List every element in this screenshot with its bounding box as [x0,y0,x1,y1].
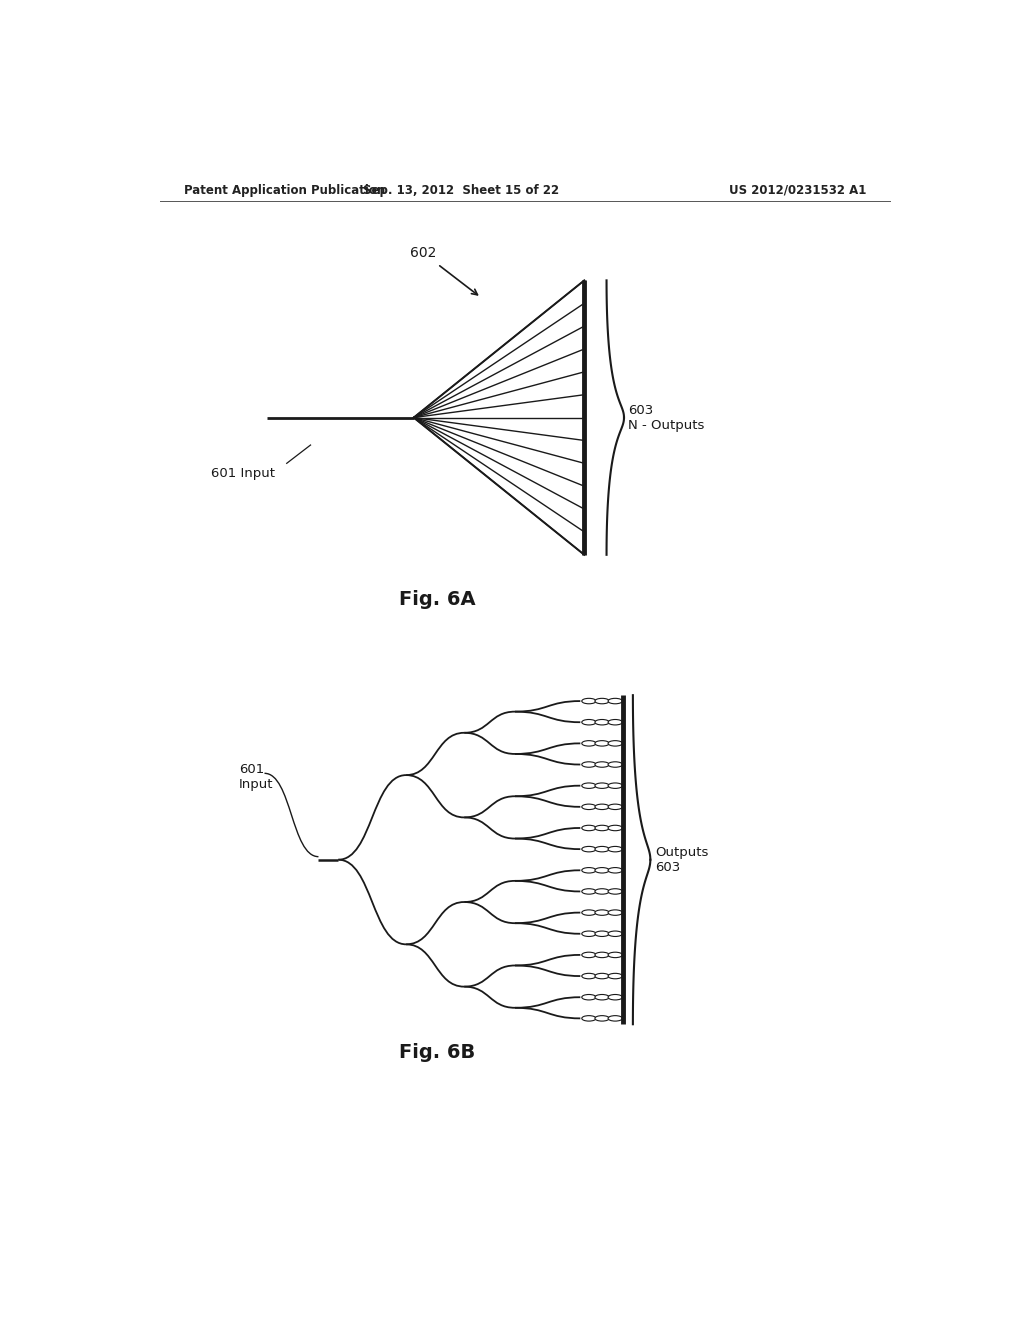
Ellipse shape [595,994,609,1001]
Ellipse shape [608,1015,623,1022]
Ellipse shape [608,846,623,851]
Text: US 2012/0231532 A1: US 2012/0231532 A1 [729,183,866,197]
Ellipse shape [595,846,609,851]
Text: Outputs
603: Outputs 603 [655,846,709,874]
Ellipse shape [582,909,596,915]
Ellipse shape [582,973,596,979]
Ellipse shape [582,741,596,746]
Text: 602: 602 [410,246,436,260]
Ellipse shape [595,825,609,830]
Ellipse shape [595,867,609,873]
Ellipse shape [608,719,623,725]
Ellipse shape [595,1015,609,1022]
Ellipse shape [582,719,596,725]
Ellipse shape [608,909,623,915]
Ellipse shape [608,783,623,788]
Ellipse shape [582,994,596,1001]
Text: 601 Input: 601 Input [211,467,275,480]
Ellipse shape [595,888,609,894]
Ellipse shape [595,783,609,788]
Ellipse shape [608,762,623,767]
Ellipse shape [582,825,596,830]
Ellipse shape [582,846,596,851]
Ellipse shape [608,973,623,979]
Ellipse shape [608,888,623,894]
Ellipse shape [608,931,623,936]
Text: 601
Input: 601 Input [240,763,273,791]
Ellipse shape [582,1015,596,1022]
Ellipse shape [608,804,623,809]
Ellipse shape [595,909,609,915]
Ellipse shape [595,973,609,979]
Text: Patent Application Publication: Patent Application Publication [183,183,385,197]
Text: 603
N - Outputs: 603 N - Outputs [628,404,705,432]
Ellipse shape [595,931,609,936]
Ellipse shape [595,952,609,957]
Ellipse shape [608,952,623,957]
Ellipse shape [595,804,609,809]
Ellipse shape [582,931,596,936]
Ellipse shape [582,804,596,809]
Ellipse shape [582,698,596,704]
Ellipse shape [595,719,609,725]
Ellipse shape [608,741,623,746]
Ellipse shape [608,867,623,873]
Ellipse shape [608,698,623,704]
Text: Fig. 6A: Fig. 6A [399,590,476,610]
Ellipse shape [582,762,596,767]
Ellipse shape [582,952,596,957]
Text: Fig. 6B: Fig. 6B [399,1043,475,1061]
Ellipse shape [595,762,609,767]
Ellipse shape [608,994,623,1001]
Text: Sep. 13, 2012  Sheet 15 of 22: Sep. 13, 2012 Sheet 15 of 22 [364,183,559,197]
Ellipse shape [595,741,609,746]
Ellipse shape [608,825,623,830]
Ellipse shape [582,783,596,788]
Ellipse shape [582,888,596,894]
Ellipse shape [582,867,596,873]
Ellipse shape [595,698,609,704]
